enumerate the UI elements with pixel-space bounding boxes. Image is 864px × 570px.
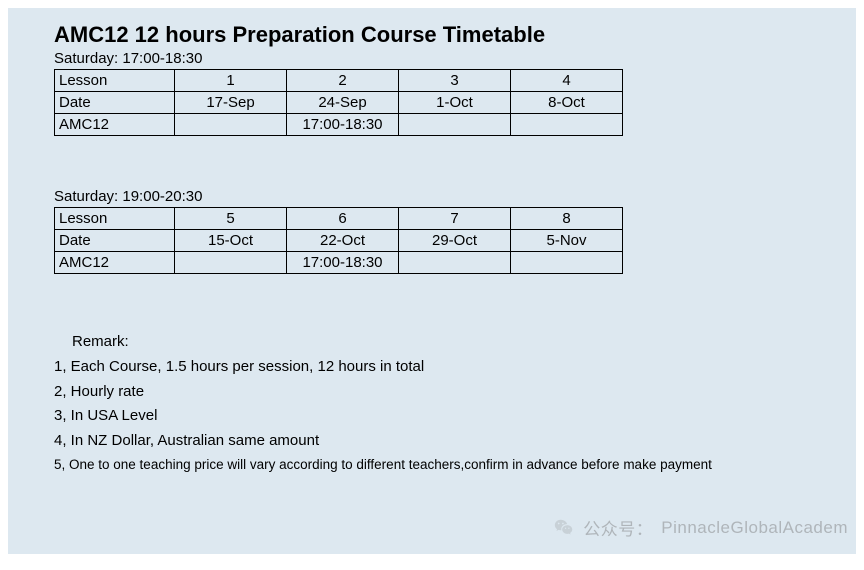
table2-subhead: Saturday: 19:00-20:30 [54, 188, 810, 205]
row-label: Date [55, 230, 175, 252]
cell-date: 22-Oct [287, 230, 399, 252]
cell-amc12 [511, 114, 623, 136]
cell-date: 5-Nov [511, 230, 623, 252]
remark-item: 5, One to one teaching price will vary a… [54, 454, 810, 476]
row-label: AMC12 [55, 114, 175, 136]
table-row: AMC12 17:00-18:30 [55, 114, 623, 136]
cell-lesson: 4 [511, 70, 623, 92]
cell-lesson: 1 [175, 70, 287, 92]
cell-lesson: 5 [175, 208, 287, 230]
watermark-label: 公众号： [583, 515, 653, 540]
page-title: AMC12 12 hours Preparation Course Timeta… [54, 22, 810, 48]
cell-date: 29-Oct [399, 230, 511, 252]
cell-date: 17-Sep [175, 92, 287, 114]
remark-head: Remark: [72, 330, 810, 355]
cell-lesson: 3 [399, 70, 511, 92]
table-row: AMC12 17:00-18:30 [55, 252, 623, 274]
remark-item: 2, Hourly rate [54, 380, 810, 405]
cell-date: 15-Oct [175, 230, 287, 252]
cell-amc12: 17:00-18:30 [287, 252, 399, 274]
table1-subhead: Saturday: 17:00-18:30 [54, 50, 810, 67]
table-row: Date 17-Sep 24-Sep 1-Oct 8-Oct [55, 92, 623, 114]
cell-date: 24-Sep [287, 92, 399, 114]
cell-amc12 [399, 252, 511, 274]
row-label: Date [55, 92, 175, 114]
table-row: Date 15-Oct 22-Oct 29-Oct 5-Nov [55, 230, 623, 252]
watermark-brand: PinnacleGlobalAcadem [661, 518, 848, 538]
timetable-2: Lesson 5 6 7 8 Date 15-Oct 22-Oct 29-Oct… [54, 207, 623, 274]
cell-amc12 [399, 114, 511, 136]
row-label: Lesson [55, 70, 175, 92]
cell-amc12 [175, 252, 287, 274]
cell-amc12: 17:00-18:30 [287, 114, 399, 136]
cell-lesson: 8 [511, 208, 623, 230]
cell-date: 1-Oct [399, 92, 511, 114]
remark-item: 1, Each Course, 1.5 hours per session, 1… [54, 355, 810, 380]
cell-lesson: 7 [399, 208, 511, 230]
wechat-icon [553, 517, 575, 539]
cell-date: 8-Oct [511, 92, 623, 114]
remark-item: 4, In NZ Dollar, Australian same amount [54, 429, 810, 454]
table-row: Lesson 5 6 7 8 [55, 208, 623, 230]
cell-lesson: 2 [287, 70, 399, 92]
row-label: AMC12 [55, 252, 175, 274]
remark-item: 3, In USA Level [54, 404, 810, 429]
table-row: Lesson 1 2 3 4 [55, 70, 623, 92]
row-label: Lesson [55, 208, 175, 230]
cell-lesson: 6 [287, 208, 399, 230]
watermark: 公众号： PinnacleGlobalAcadem [553, 515, 848, 540]
page-container: AMC12 12 hours Preparation Course Timeta… [8, 8, 856, 554]
timetable-1: Lesson 1 2 3 4 Date 17-Sep 24-Sep 1-Oct … [54, 69, 623, 136]
cell-amc12 [175, 114, 287, 136]
remark-block: Remark: 1, Each Course, 1.5 hours per se… [54, 330, 810, 476]
cell-amc12 [511, 252, 623, 274]
